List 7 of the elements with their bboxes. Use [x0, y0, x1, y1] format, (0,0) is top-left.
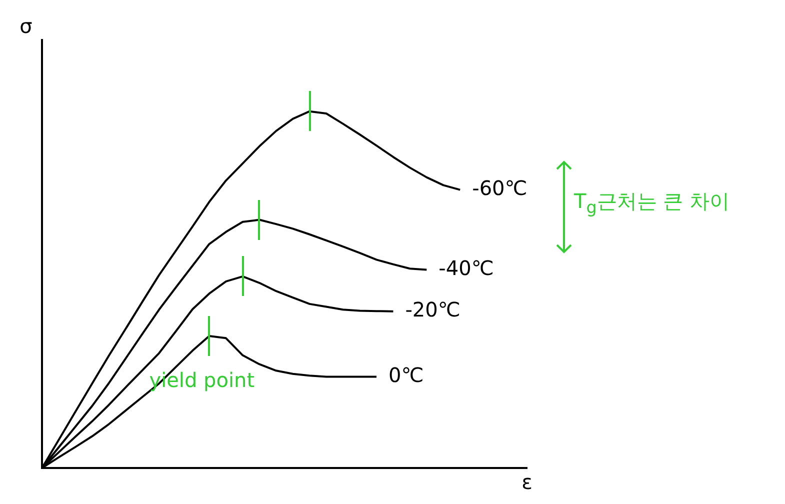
series-label: -40℃	[438, 256, 494, 280]
series-label: -60℃	[472, 176, 528, 200]
y-axis-title: σ	[20, 14, 33, 38]
series-label: -20℃	[405, 298, 460, 322]
x-axis-title: ε	[522, 470, 532, 494]
series-label: 0℃	[388, 362, 424, 387]
text: T$_{g}$근처는 큰 차이	[574, 188, 730, 217]
